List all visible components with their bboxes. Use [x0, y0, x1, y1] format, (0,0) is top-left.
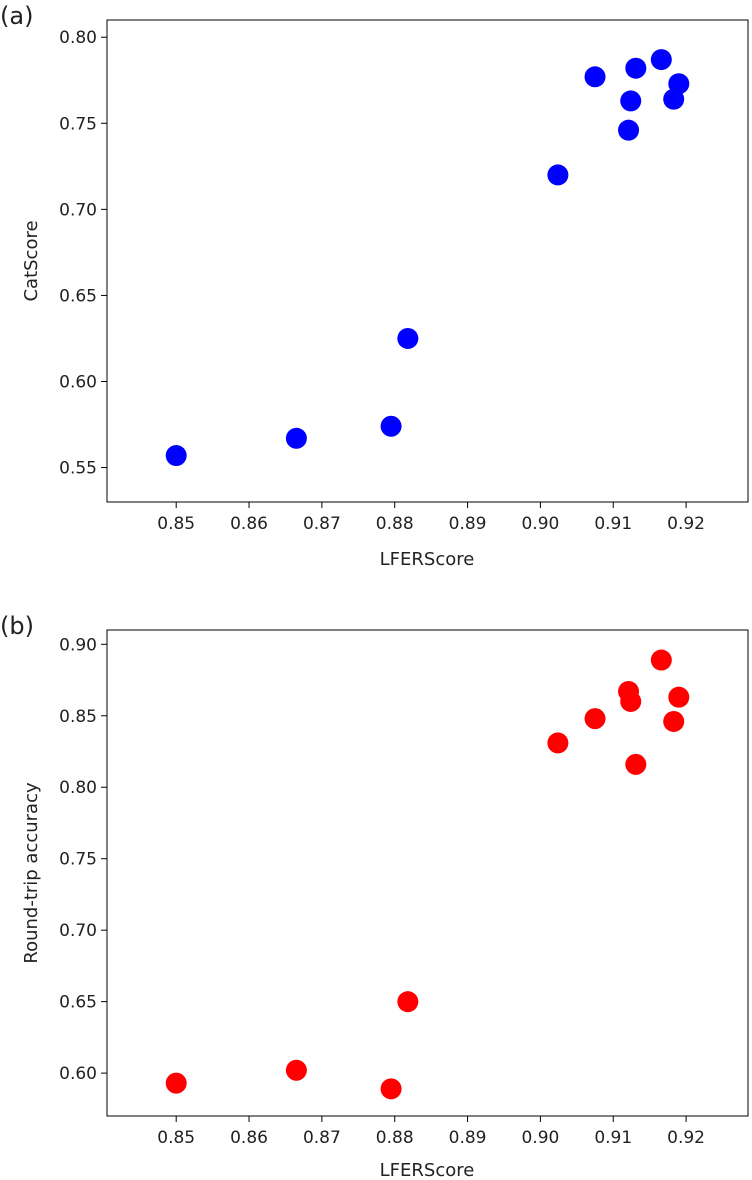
y-tick-label: 0.60 — [59, 1064, 97, 1084]
x-tick-label: 0.89 — [449, 1128, 487, 1148]
y-tick-label: 0.55 — [59, 459, 97, 479]
x-axis-label-a: LFERScore — [380, 549, 475, 570]
data-point-b — [547, 732, 569, 754]
x-tick-label: 0.91 — [594, 514, 632, 534]
data-point-b — [625, 753, 647, 775]
data-point-a — [618, 119, 640, 141]
data-point-b — [380, 1078, 402, 1100]
panel-label-b: (b) — [0, 612, 34, 640]
y-tick-label: 0.70 — [59, 921, 97, 941]
data-point-b — [668, 686, 690, 708]
x-tick-label: 0.88 — [376, 1128, 414, 1148]
data-point-a — [620, 90, 642, 112]
x-tick-label: 0.90 — [521, 1128, 559, 1148]
x-tick-label: 0.91 — [594, 1128, 632, 1148]
x-ticks-b: 0.85 0.86 0.87 0.88 0.89 0.90 0.91 0.92 — [157, 1116, 705, 1148]
y-tick-label: 0.90 — [59, 635, 97, 655]
y-tick-label: 0.80 — [59, 778, 97, 798]
data-point-a — [547, 164, 569, 186]
data-points-b — [165, 649, 690, 1100]
data-point-a — [285, 427, 307, 449]
scatter-plot-a: (a) LFERScore CatScore 0.85 0.86 0.87 0.88 0… — [0, 2, 749, 570]
data-point-b — [165, 1072, 187, 1094]
x-tick-label: 0.88 — [376, 514, 414, 534]
data-point-b — [620, 690, 642, 712]
x-axis-label-b: LFERScore — [380, 1160, 475, 1180]
plot-frame-a — [106, 19, 749, 503]
data-point-b — [584, 708, 606, 730]
x-tick-label: 0.92 — [667, 1128, 705, 1148]
x-tick-label: 0.92 — [667, 514, 705, 534]
x-tick-label: 0.85 — [157, 1128, 195, 1148]
data-point-b — [650, 649, 672, 671]
y-tick-label: 0.75 — [59, 850, 97, 870]
y-tick-label: 0.60 — [59, 373, 97, 393]
y-tick-label: 0.65 — [59, 993, 97, 1013]
data-point-a — [650, 49, 672, 71]
data-point-a — [397, 327, 419, 349]
data-point-a — [625, 57, 647, 79]
x-tick-label: 0.86 — [230, 514, 268, 534]
x-tick-label: 0.87 — [303, 514, 341, 534]
y-tick-label: 0.70 — [59, 200, 97, 220]
y-tick-label: 0.80 — [59, 28, 97, 48]
data-point-a — [668, 73, 690, 95]
plot-frame-b — [106, 629, 749, 1117]
scatter-plot-b: (b) LFERScore Round-trip accuracy 0.85 0.… — [0, 612, 749, 1180]
x-tick-label: 0.85 — [157, 514, 195, 534]
data-point-b — [285, 1059, 307, 1081]
x-tick-label: 0.89 — [449, 514, 487, 534]
x-tick-label: 0.87 — [303, 1128, 341, 1148]
x-ticks-a: 0.85 0.86 0.87 0.88 0.89 0.90 0.91 0.92 — [157, 502, 705, 534]
y-tick-label: 0.65 — [59, 286, 97, 306]
data-point-b — [397, 991, 419, 1013]
data-point-a — [380, 415, 402, 437]
data-point-b — [663, 710, 685, 732]
y-ticks-b: 0.60 0.65 0.70 0.75 0.80 0.85 0.90 — [59, 635, 107, 1084]
y-ticks-a: 0.55 0.60 0.65 0.70 0.75 0.80 — [59, 28, 107, 479]
data-point-a — [165, 445, 187, 467]
panel-label-a: (a) — [0, 2, 33, 30]
y-axis-label-a: CatScore — [21, 220, 42, 301]
x-tick-label: 0.90 — [521, 514, 559, 534]
y-tick-label: 0.85 — [59, 707, 97, 727]
y-axis-label-b: Round-trip accuracy — [21, 782, 42, 964]
y-tick-label: 0.75 — [59, 114, 97, 134]
x-tick-label: 0.86 — [230, 1128, 268, 1148]
data-point-a — [584, 66, 606, 88]
data-points-a — [165, 49, 690, 467]
